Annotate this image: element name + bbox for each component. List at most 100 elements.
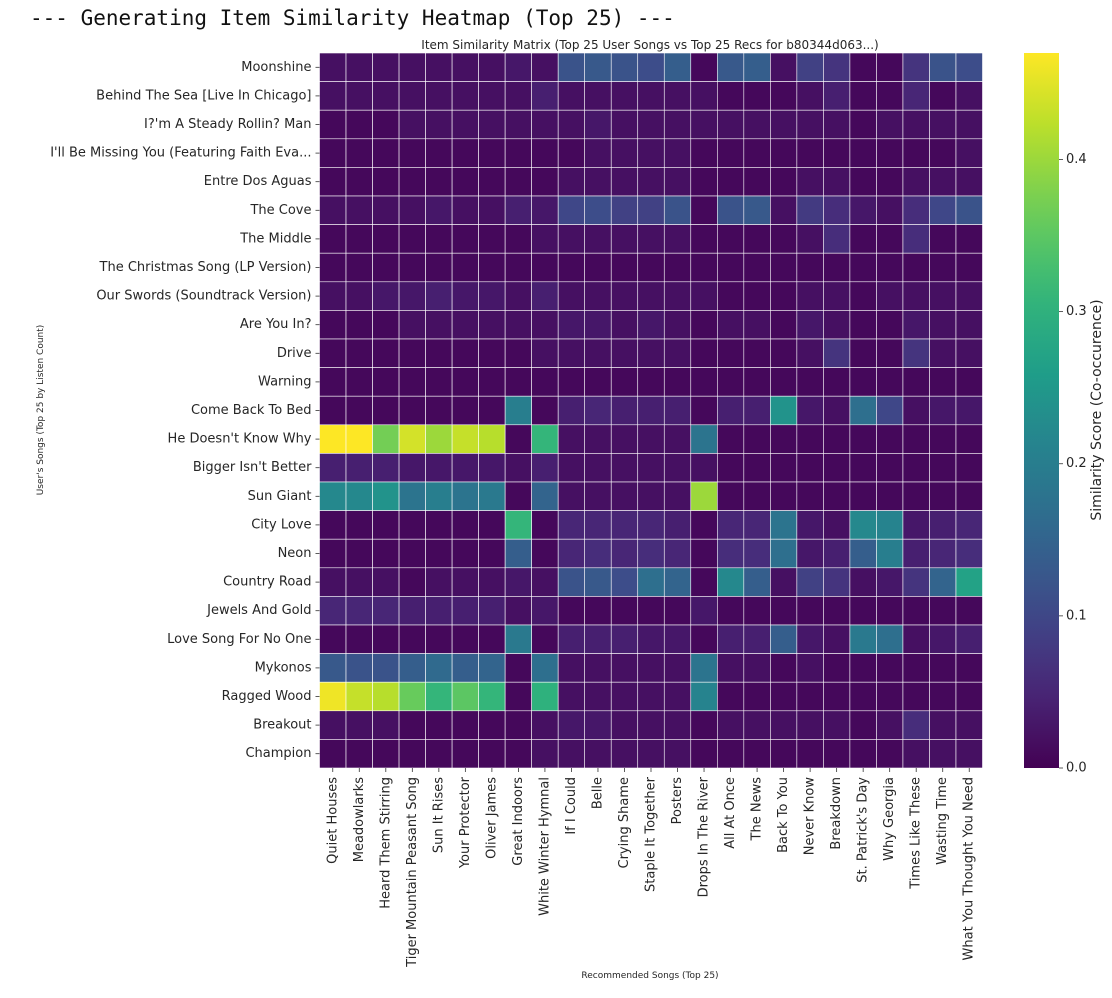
column-label: Drops In The River [697, 776, 712, 897]
row-label: Warning [258, 374, 311, 389]
heatmap-cell [849, 510, 877, 540]
heatmap-cell [876, 424, 904, 454]
heatmap-cell [478, 395, 506, 426]
heatmap-cell [929, 424, 957, 454]
heatmap-cell [425, 109, 453, 140]
heatmap-cell [743, 510, 771, 540]
heatmap-cell [345, 195, 373, 225]
heatmap-cell [637, 167, 665, 197]
heatmap-cell [531, 281, 559, 311]
row-label: The Middle [239, 231, 311, 246]
heatmap-cell [425, 710, 453, 740]
heatmap-cell [451, 681, 479, 712]
row-label: Are You In? [240, 317, 312, 332]
heatmap-cell [690, 367, 718, 397]
heatmap-cell [425, 281, 453, 311]
heatmap-cell [398, 681, 426, 712]
heatmap-cell [345, 338, 373, 368]
heatmap-cell [557, 510, 585, 540]
heatmap-cell [451, 310, 479, 340]
heatmap-cell [478, 310, 506, 340]
heatmap-cell [902, 310, 930, 340]
heatmap-cell [345, 310, 373, 340]
heatmap-cell [531, 252, 559, 283]
heatmap-cell [663, 453, 692, 483]
heatmap-cell [531, 81, 559, 111]
heatmap-cell [955, 81, 983, 111]
heatmap-cell [584, 596, 612, 626]
heatmap-cell [584, 624, 612, 654]
heatmap-cell [319, 252, 347, 283]
heatmap-cell [345, 624, 373, 654]
heatmap-cell [557, 596, 585, 626]
heatmap-cell [584, 310, 612, 340]
row-label: Bigger Isn't Better [193, 460, 312, 475]
heatmap-cell [770, 710, 798, 740]
heatmap-cell [663, 710, 692, 740]
column-label: Back To You [776, 777, 791, 853]
heatmap-cell [823, 453, 851, 483]
heatmap-cell [425, 453, 453, 483]
heatmap-cell [557, 310, 585, 340]
heatmap-cell [955, 367, 983, 397]
heatmap-cell [398, 138, 426, 168]
column-label: Sun It Rises [431, 777, 446, 853]
heatmap-cell [637, 224, 665, 254]
heatmap-cell [557, 224, 585, 254]
heatmap-cell [398, 739, 426, 769]
heatmap-cell [902, 52, 930, 82]
heatmap-cell [876, 596, 904, 626]
row-label: Love Song For No One [167, 632, 311, 647]
heatmap-cell [531, 195, 559, 225]
heatmap-cell [770, 338, 798, 368]
heatmap-cell [372, 538, 400, 569]
heatmap-cell [849, 739, 877, 769]
x-axis-label: Recommended Songs (Top 25) [581, 971, 718, 981]
heatmap-cell [743, 252, 771, 283]
heatmap-cell [955, 538, 983, 569]
heatmap-cell [823, 481, 851, 511]
heatmap-cell [610, 281, 639, 311]
heatmap-cell [876, 81, 904, 111]
heatmap-cell [478, 224, 506, 254]
heatmap-cell [716, 510, 745, 540]
heatmap-cell [398, 453, 426, 483]
heatmap-cell [451, 453, 479, 483]
row-label: Breakout [253, 718, 311, 733]
heatmap-cell [372, 367, 400, 397]
heatmap-cell [637, 367, 665, 397]
heatmap-cell [849, 653, 877, 683]
heatmap-cell [929, 138, 957, 168]
heatmap-cell [584, 395, 612, 426]
heatmap-cell [876, 310, 904, 340]
heatmap-cell [690, 453, 718, 483]
console-header: --- Generating Item Similarity Heatmap (… [30, 6, 675, 30]
heatmap-cell [319, 81, 347, 111]
heatmap-cell [955, 252, 983, 283]
heatmap-cell [504, 510, 532, 540]
heatmap-cell [663, 195, 692, 225]
heatmap-cell [504, 424, 532, 454]
heatmap-cell [319, 453, 347, 483]
heatmap-cell [716, 52, 745, 82]
heatmap-cell [637, 739, 665, 769]
heatmap-cell [319, 681, 347, 712]
heatmap-cell [716, 252, 745, 283]
heatmap-cell [345, 481, 373, 511]
heatmap-cell [319, 481, 347, 511]
heatmap-cell [929, 710, 957, 740]
heatmap-cell [849, 710, 877, 740]
column-label: If I Could [564, 777, 579, 835]
heatmap-cell [531, 710, 559, 740]
heatmap-cell [716, 538, 745, 569]
heatmap-cell [902, 453, 930, 483]
heatmap-cell [796, 424, 824, 454]
heatmap-cell [716, 367, 745, 397]
heatmap-cell [929, 109, 957, 140]
heatmap-cell [690, 252, 718, 283]
heatmap-cell [425, 338, 453, 368]
heatmap-cell [796, 624, 824, 654]
heatmap-cell [425, 167, 453, 197]
heatmap-cell [584, 52, 612, 82]
heatmap-cell [451, 138, 479, 168]
